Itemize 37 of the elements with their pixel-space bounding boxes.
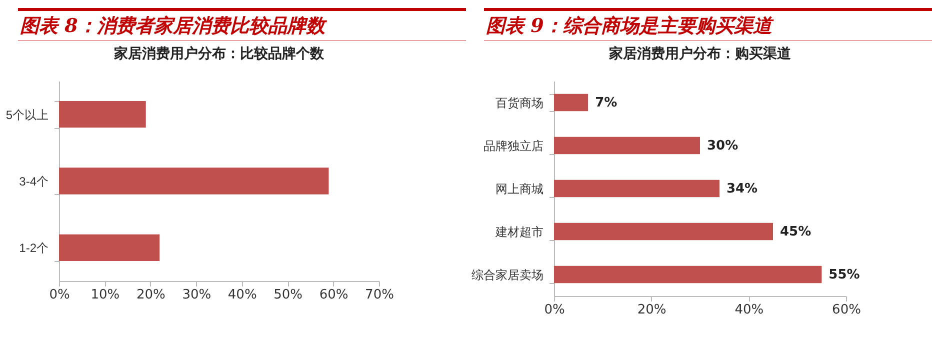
bar	[554, 136, 700, 154]
bar	[59, 101, 146, 128]
data-label: 34%	[726, 182, 758, 196]
y-tick-label: 1-2个	[19, 241, 48, 256]
x-tick-label: 10%	[90, 288, 120, 302]
x-tick-label: 0%	[544, 302, 565, 318]
bar	[554, 222, 773, 240]
x-tick-label: 30%	[182, 288, 212, 302]
y-tick-label: 5个以上	[6, 108, 48, 122]
y-tick-label: 百货商场	[496, 96, 544, 110]
bar	[59, 234, 160, 261]
x-tick-label: 20%	[637, 302, 666, 318]
data-label: 7%	[595, 96, 618, 110]
chart-title: 图表 9：综合商场是主要购买渠道	[484, 8, 932, 41]
chart-subtitle: 家居消费用户分布：购买渠道	[608, 45, 792, 62]
y-tick-label: 建材超市	[494, 225, 544, 239]
y-tick-label: 3-4个	[19, 174, 48, 188]
bar	[554, 180, 720, 198]
y-tick-label: 网上商城	[496, 182, 544, 196]
data-label: 45%	[780, 224, 812, 240]
x-tick-label: 50%	[274, 288, 303, 302]
data-label: 30%	[707, 138, 738, 154]
chart-title: 图表 8：消费者家居消费比较品牌数	[18, 8, 466, 41]
bar	[554, 94, 588, 112]
y-tick-label: 综合家居卖场	[472, 268, 544, 282]
x-tick-label: 60%	[832, 302, 861, 318]
y-tick-label: 品牌独立店	[484, 139, 544, 153]
x-tick-label: 40%	[734, 302, 764, 318]
x-tick-label: 20%	[136, 288, 166, 302]
bar	[59, 168, 329, 194]
chart-subtitle: 家居消费用户分布：比较品牌个数	[113, 45, 325, 62]
x-tick-label: 70%	[365, 288, 394, 302]
data-label: 55%	[828, 268, 860, 282]
bar	[554, 266, 822, 284]
x-tick-label: 0%	[49, 288, 70, 302]
x-tick-label: 40%	[228, 288, 257, 302]
x-tick-label: 60%	[319, 288, 348, 302]
